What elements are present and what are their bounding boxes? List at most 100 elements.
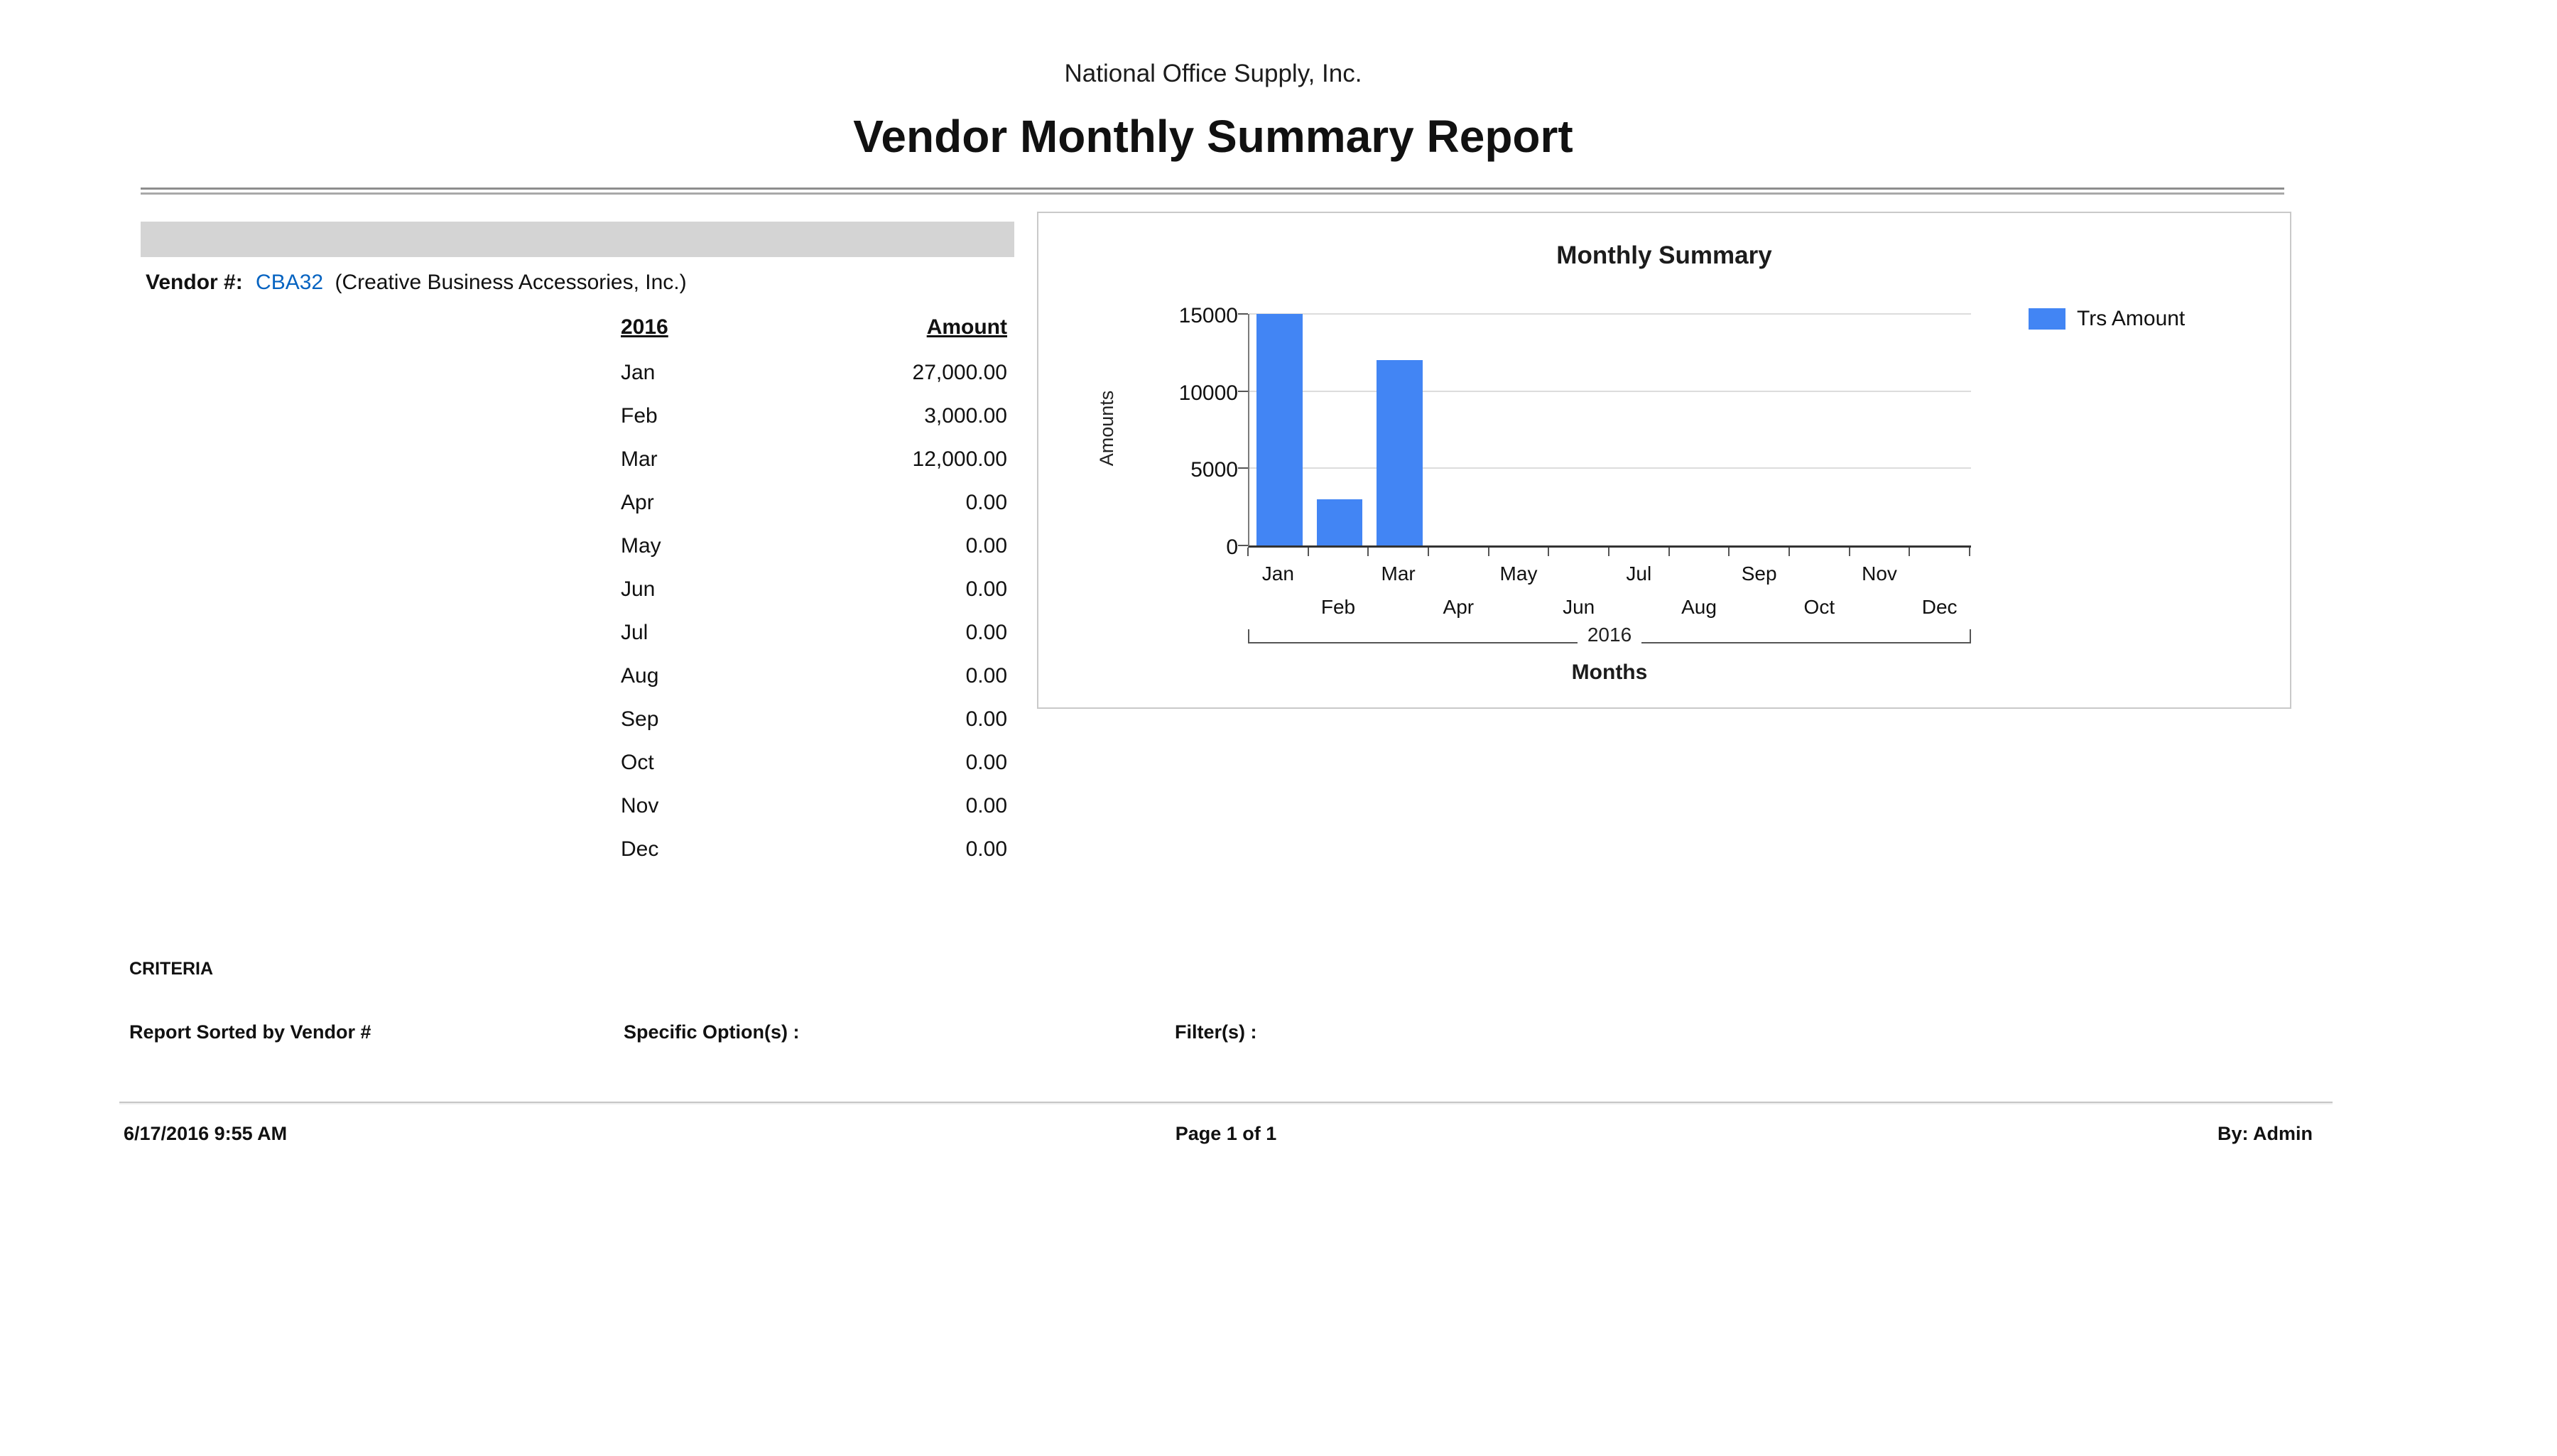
gridline (1249, 467, 1971, 469)
x-tick-label: Feb (1320, 596, 1356, 618)
monthly-table-rows: Jan 27,000.00 Feb 3,000.00 Mar 12,000.00 Apr 0.… (621, 351, 1007, 871)
x-tick-mark (1668, 548, 1670, 556)
x-tick-label: Sep (1741, 563, 1777, 585)
y-tick-label: 5000 (1190, 458, 1238, 482)
x-tick-label: Jun (1563, 596, 1595, 618)
criteria-filters-label: Filter(s) : (1175, 1021, 1257, 1043)
monthly-table-header: 2016 Amount (621, 315, 1007, 339)
amount-cell: 3,000.00 (924, 403, 1007, 428)
month-cell: May (621, 533, 661, 558)
y-tick-label: 0 (1226, 536, 1238, 559)
y-tick-mark (1238, 545, 1248, 546)
bracket-line (1249, 642, 1578, 643)
vendor-number-label: Vendor #: (146, 271, 243, 294)
table-row: Jul 0.00 (621, 611, 1007, 654)
table-row: Feb 3,000.00 (621, 394, 1007, 438)
x-axis-labels: Jan Feb Mar Apr May Jun Jul Aug Sep Oct Nov Dec (1248, 548, 1971, 633)
month-cell: Dec (621, 837, 659, 861)
amount-cell: 0.00 (965, 620, 1007, 644)
table-row: Dec 0.00 (621, 827, 1007, 871)
report-footer: 6/17/2016 9:55 AM Page 1 of 1 By: Admin (119, 1123, 2333, 1147)
year-column-header: 2016 (621, 315, 668, 339)
month-cell: Mar (621, 447, 658, 471)
monthly-summary-chart: Monthly Summary Amounts 0 5000 10000 15000 … (1037, 212, 2291, 709)
month-cell: Nov (621, 793, 659, 817)
amount-cell: 27,000.00 (912, 360, 1007, 384)
x-tick-label: Mar (1381, 563, 1416, 585)
vendor-code-link[interactable]: CBA32 (256, 271, 324, 294)
year-group-label: 2016 (1587, 624, 1632, 646)
footer-page-number: Page 1 of 1 (1175, 1123, 1277, 1144)
x-tick-label: Nov (1862, 563, 1897, 585)
table-row: May 0.00 (621, 524, 1007, 567)
company-name: National Office Supply, Inc. (1064, 60, 1362, 87)
legend-swatch-icon (2029, 308, 2065, 330)
x-tick-mark (1909, 548, 1911, 556)
vendor-line: Vendor #: CBA32 (Creative Business Acces… (146, 271, 687, 295)
table-row: Nov 0.00 (621, 784, 1007, 827)
month-cell: Jan (621, 360, 656, 384)
amount-cell: 0.00 (965, 663, 1007, 688)
x-tick-label: Aug (1681, 596, 1717, 618)
amount-cell: 0.00 (965, 793, 1007, 817)
x-tick-mark (1788, 548, 1790, 556)
table-row: Aug 0.00 (621, 654, 1007, 697)
gridline (1249, 390, 1971, 392)
amount-cell: 0.00 (965, 577, 1007, 601)
amount-cell: 0.00 (965, 707, 1007, 731)
x-tick-label: Dec (1921, 596, 1958, 618)
footer-datetime: 6/17/2016 9:55 AM (124, 1123, 288, 1144)
legend-label: Trs Amount (2077, 307, 2186, 330)
x-tick-label: Oct (1803, 596, 1835, 618)
chart-title: Monthly Summary (1556, 241, 1772, 269)
bar-mar (1377, 360, 1423, 545)
month-cell: Jul (621, 620, 648, 644)
table-row: Mar 12,000.00 (621, 438, 1007, 481)
report-title: Vendor Monthly Summary Report (853, 111, 1573, 162)
table-row: Jun 0.00 (621, 567, 1007, 611)
amount-column-header: Amount (926, 315, 1007, 339)
month-cell: Aug (621, 663, 659, 688)
amount-cell: 0.00 (965, 490, 1007, 514)
gridline (1249, 313, 1971, 315)
title-divider (141, 188, 2284, 195)
x-tick-label: May (1499, 563, 1538, 585)
x-tick-mark (1728, 548, 1730, 556)
month-cell: Jun (621, 577, 656, 601)
x-tick-mark (1428, 548, 1429, 556)
x-tick-label: Jan (1261, 563, 1294, 585)
bracket-right-tick (1970, 629, 1972, 643)
month-cell: Sep (621, 707, 659, 731)
x-tick-mark (1548, 548, 1550, 556)
chart-legend: Trs Amount (2029, 307, 2185, 331)
group-header-bar (141, 222, 1014, 257)
y-tick-mark (1238, 467, 1248, 469)
y-tick-mark (1238, 390, 1248, 392)
criteria-specific-options-label: Specific Option(s) : (624, 1021, 800, 1043)
criteria-heading: CRITERIA (129, 959, 214, 979)
x-tick-mark (1608, 548, 1609, 556)
table-row: Jan 27,000.00 (621, 351, 1007, 394)
amount-cell: 0.00 (965, 533, 1007, 558)
bracket-left-tick (1248, 629, 1249, 643)
y-tick-mark (1238, 313, 1248, 315)
vendor-name: (Creative Business Accessories, Inc.) (335, 271, 687, 294)
x-tick-label: Apr (1443, 596, 1475, 618)
chart-plot-area (1238, 313, 1971, 548)
x-tick-mark (1367, 548, 1369, 556)
x-tick-mark (1969, 548, 1970, 556)
month-cell: Apr (621, 490, 654, 514)
x-tick-mark (1307, 548, 1309, 556)
criteria-sorted-by: Report Sorted by Vendor # (129, 1021, 371, 1043)
x-tick-label: Jul (1626, 563, 1652, 585)
month-cell: Feb (621, 403, 658, 428)
year-group-bracket: 2016 (1248, 624, 1972, 646)
amount-cell: 0.00 (965, 837, 1007, 861)
x-tick-mark (1487, 548, 1489, 556)
table-row: Sep 0.00 (621, 697, 1007, 741)
bracket-line (1641, 642, 1970, 643)
y-tick-label: 15000 (1178, 304, 1238, 327)
bar-jan (1256, 314, 1303, 545)
month-cell: Oct (621, 750, 654, 774)
x-tick-mark (1247, 548, 1249, 556)
